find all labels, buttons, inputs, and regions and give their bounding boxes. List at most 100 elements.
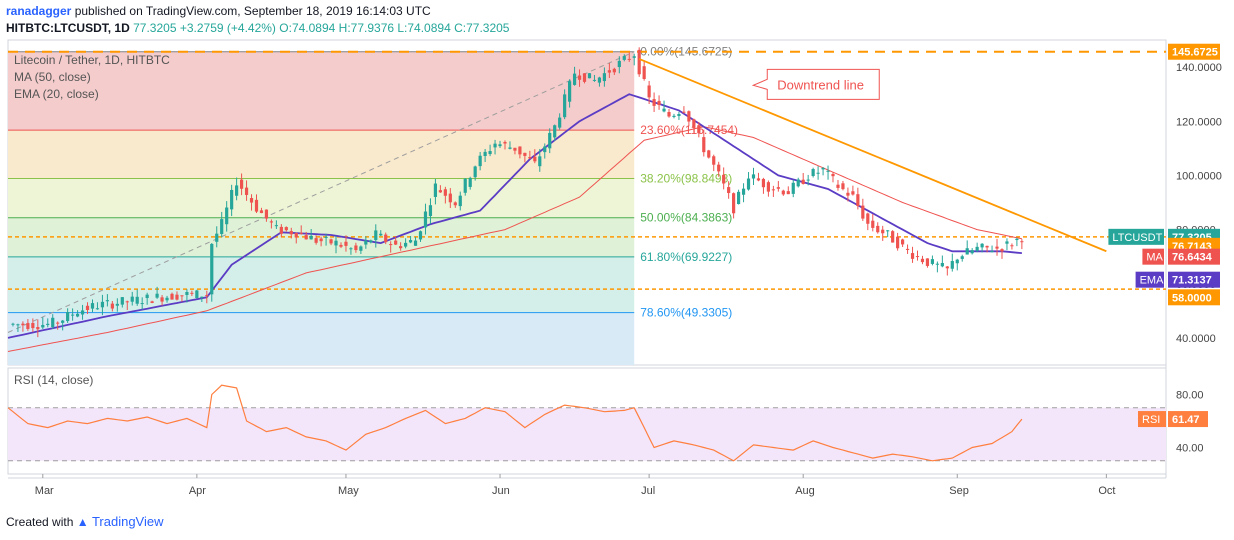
candle-body bbox=[682, 111, 686, 113]
candle-body bbox=[662, 108, 666, 112]
candle-body bbox=[21, 323, 25, 326]
candle-body bbox=[925, 258, 930, 266]
candle-body bbox=[990, 251, 994, 253]
candle-body bbox=[230, 189, 234, 210]
fib-level-label: 78.60%(49.3305) bbox=[640, 306, 732, 320]
candle-body bbox=[344, 241, 348, 246]
candle-body bbox=[125, 301, 129, 303]
candle-body bbox=[453, 202, 457, 206]
author-name[interactable]: ranadagger bbox=[6, 4, 72, 18]
candle-body bbox=[463, 178, 467, 193]
candle-body bbox=[448, 193, 452, 203]
candle-body bbox=[871, 220, 875, 228]
candle-body bbox=[26, 323, 30, 329]
candle-body bbox=[851, 191, 855, 195]
candle-body bbox=[513, 147, 517, 151]
candle-body bbox=[215, 233, 219, 242]
time-tick-label: Sep bbox=[949, 485, 969, 497]
fib-level-label: 50.00%(84.3863) bbox=[640, 211, 732, 225]
candle-body bbox=[428, 205, 433, 217]
candle-body bbox=[274, 225, 278, 227]
candle-body bbox=[910, 253, 915, 259]
candle-body bbox=[1000, 249, 1004, 252]
candle-body bbox=[319, 238, 323, 242]
candle-body bbox=[299, 232, 303, 234]
price-tag-value: 58.0000 bbox=[1172, 292, 1212, 304]
candle-body bbox=[175, 294, 179, 300]
candle-body bbox=[543, 146, 547, 153]
time-tick-label: Apr bbox=[189, 485, 206, 497]
candle-body bbox=[259, 210, 264, 214]
candle-body bbox=[955, 259, 959, 264]
candle-body bbox=[886, 230, 890, 232]
time-tick-label: Jul bbox=[641, 485, 655, 497]
candle-body bbox=[155, 293, 159, 298]
candle-body bbox=[995, 246, 999, 249]
candle-body bbox=[205, 295, 209, 297]
candle-body bbox=[210, 243, 214, 295]
candle-body bbox=[712, 156, 716, 165]
candle-body bbox=[384, 234, 388, 243]
candle-body bbox=[56, 322, 60, 324]
candle-body bbox=[389, 244, 393, 246]
candle-body bbox=[617, 60, 621, 68]
candle-body bbox=[627, 58, 631, 60]
candle-body bbox=[413, 240, 418, 246]
candle-body bbox=[334, 240, 338, 246]
price-tag-name: EMA bbox=[1140, 275, 1165, 287]
candle-body bbox=[796, 179, 800, 187]
candle-body bbox=[95, 308, 100, 310]
fib-level-label: 38.20%(98.8498) bbox=[640, 172, 732, 186]
candle-body bbox=[195, 290, 199, 299]
candle-body bbox=[518, 146, 522, 155]
candle-body bbox=[771, 189, 775, 191]
candle-body bbox=[309, 235, 313, 240]
candle-body bbox=[190, 292, 194, 294]
candle-body bbox=[722, 174, 726, 184]
candle-body bbox=[533, 156, 537, 162]
candle-body bbox=[483, 151, 487, 156]
publish-info: published on TradingView.com, September … bbox=[74, 4, 431, 18]
candle-body bbox=[592, 79, 597, 81]
candle-body bbox=[254, 199, 259, 212]
candle-body bbox=[31, 322, 35, 329]
candle-body bbox=[612, 68, 616, 73]
time-tick-label: May bbox=[338, 485, 359, 497]
candle-body bbox=[235, 185, 239, 196]
candle-body bbox=[1020, 241, 1024, 243]
price-tag-name: LTCUSDT bbox=[1112, 232, 1162, 244]
candle-body bbox=[900, 239, 905, 245]
candle-body bbox=[110, 303, 114, 309]
candle-body bbox=[622, 56, 626, 60]
candle-body bbox=[140, 303, 144, 305]
candle-body bbox=[200, 296, 204, 298]
time-tick-label: Mar bbox=[35, 485, 54, 497]
candle-body bbox=[781, 190, 785, 195]
candle-body bbox=[637, 49, 641, 75]
candle-body bbox=[498, 144, 502, 147]
candle-body bbox=[577, 75, 582, 80]
candle-body bbox=[249, 198, 254, 203]
candle-body bbox=[349, 248, 353, 250]
candle-body bbox=[165, 297, 169, 301]
candle-body bbox=[225, 207, 229, 225]
candle-body bbox=[503, 141, 507, 144]
legend-entry: EMA (20, close) bbox=[14, 87, 99, 101]
candle-body bbox=[776, 187, 780, 189]
candle-body bbox=[314, 238, 318, 243]
candle-body bbox=[100, 301, 105, 308]
candle-body bbox=[115, 303, 119, 306]
price-tag-value: 71.3137 bbox=[1172, 275, 1212, 287]
candle-body bbox=[379, 233, 383, 236]
candle-body bbox=[881, 229, 885, 234]
price-tick-label: 40.0000 bbox=[1176, 333, 1216, 345]
candle-body bbox=[185, 291, 189, 295]
candle-body bbox=[727, 187, 731, 194]
tradingview-brand[interactable]: TradingView bbox=[91, 514, 164, 529]
candle-body bbox=[935, 263, 939, 265]
candle-body bbox=[766, 182, 771, 192]
fib-trend-line bbox=[7, 51, 635, 333]
fib-level-label: 0.00%(145.6725) bbox=[640, 45, 732, 59]
candle-body bbox=[657, 100, 661, 106]
